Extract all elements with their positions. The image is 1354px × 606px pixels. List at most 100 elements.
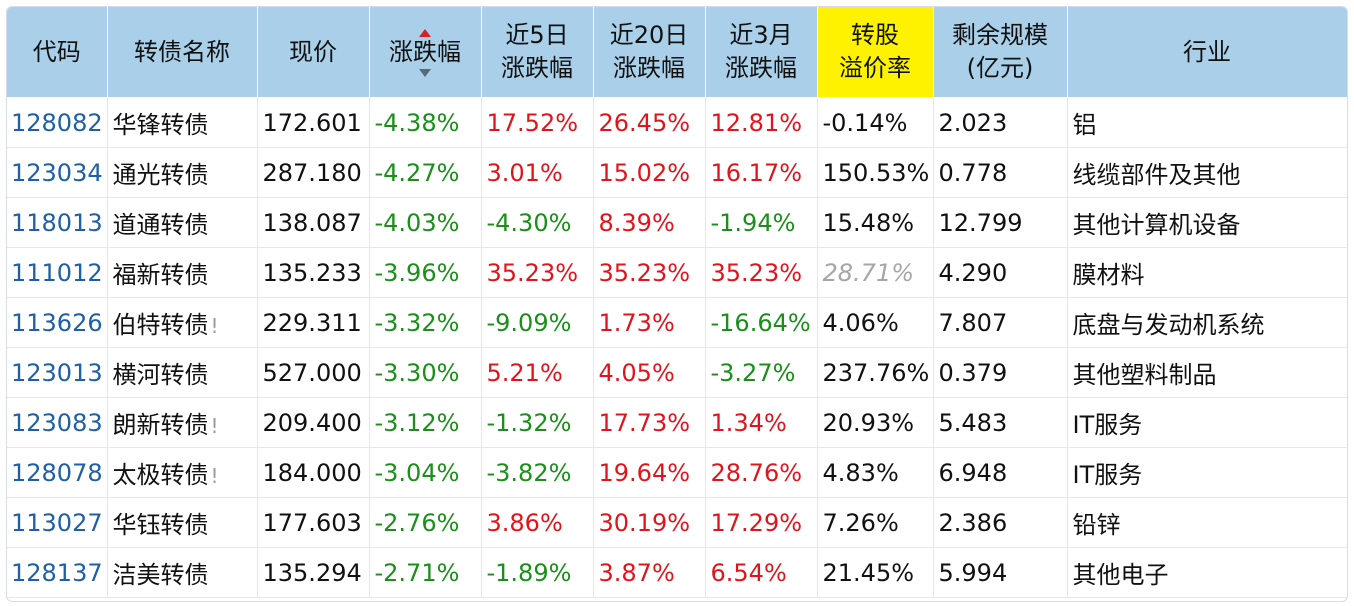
change-20d-cell: 30.19%	[593, 497, 706, 548]
code-cell[interactable]: 123083	[7, 397, 108, 448]
change-20d-cell: 1.73%	[593, 297, 706, 348]
change-5d-cell: 5.21%	[481, 347, 594, 398]
price-cell: 527.000	[257, 347, 370, 398]
change-cell: -4.38%	[369, 97, 482, 148]
premium-cell: 28.71%	[817, 247, 934, 298]
change-20d-cell: 8.39%	[593, 197, 706, 248]
code-cell[interactable]: 113027	[7, 497, 108, 548]
change-5d-cell: 17.52%	[481, 97, 594, 148]
industry-cell: 线缆部件及其他	[1067, 147, 1347, 198]
warning-icon: !	[210, 414, 219, 438]
scale-cell: 4.290	[933, 247, 1068, 298]
name-cell[interactable]: 通光转债	[107, 147, 258, 198]
change-3m-cell: -3.27%	[705, 347, 818, 398]
scale-cell: 2.023	[933, 97, 1068, 148]
change-3m-cell: 35.23%	[705, 247, 818, 298]
table-row[interactable]: 118013 道通转债 138.087 -4.03% -4.30% 8.39% -1.94%…	[7, 197, 1347, 248]
table-row[interactable]: 128137 洁美转债 135.294 -2.71% -1.89% 3.87% 6.54% 2…	[7, 547, 1347, 598]
name-cell[interactable]: 华锋转债	[107, 97, 258, 148]
price-cell: 135.233	[257, 247, 370, 298]
change-3m-cell: 16.17%	[705, 147, 818, 198]
table-row[interactable]: 128078 太极转债! 184.000 -3.04% -3.82% 19.64% 28.7…	[7, 447, 1347, 498]
change-3m-cell: -16.64%	[705, 297, 818, 348]
code-cell[interactable]: 118013	[7, 197, 108, 248]
header-price[interactable]: 现价	[257, 7, 370, 98]
price-cell: 287.180	[257, 147, 370, 198]
change-cell: -3.32%	[369, 297, 482, 348]
table-row[interactable]: 123034 通光转债 287.180 -4.27% 3.01% 15.02% 16.17%…	[7, 147, 1347, 198]
name-cell[interactable]: 洁美转债	[107, 547, 258, 598]
change-5d-cell: -4.30%	[481, 197, 594, 248]
name-cell[interactable]: 朗新转债!	[107, 397, 258, 448]
header-industry[interactable]: 行业	[1067, 7, 1347, 98]
premium-cell: 4.83%	[817, 447, 934, 498]
change-cell: -2.76%	[369, 497, 482, 548]
change-3m-cell: 28.76%	[705, 447, 818, 498]
table-row[interactable]: 111012 福新转债 135.233 -3.96% 35.23% 35.23% 35.23…	[7, 247, 1347, 298]
scale-cell: 6.948	[933, 447, 1068, 498]
premium-cell: 7.26%	[817, 497, 934, 548]
code-cell[interactable]: 128137	[7, 547, 108, 598]
table-body: 128082 华锋转债 172.601 -4.38% 17.52% 26.45% 12.81…	[7, 97, 1347, 598]
code-cell[interactable]: 113626	[7, 297, 108, 348]
change-cell: -4.27%	[369, 147, 482, 198]
name-cell[interactable]: 伯特转债!	[107, 297, 258, 348]
price-cell: 177.603	[257, 497, 370, 548]
change-5d-cell: -3.82%	[481, 447, 594, 498]
change-20d-cell: 4.05%	[593, 347, 706, 398]
price-cell: 172.601	[257, 97, 370, 148]
price-cell: 138.087	[257, 197, 370, 248]
scale-cell: 0.778	[933, 147, 1068, 198]
header-change-5d[interactable]: 近5日 涨跌幅	[481, 7, 594, 98]
name-cell[interactable]: 太极转债!	[107, 447, 258, 498]
scale-cell: 7.807	[933, 297, 1068, 348]
code-cell[interactable]: 128082	[7, 97, 108, 148]
table-row[interactable]: 123083 朗新转债! 209.400 -3.12% -1.32% 17.73% 1.34…	[7, 397, 1347, 448]
code-cell[interactable]: 123013	[7, 347, 108, 398]
header-code[interactable]: 代码	[7, 7, 108, 98]
change-3m-cell: 1.34%	[705, 397, 818, 448]
price-cell: 135.294	[257, 547, 370, 598]
change-20d-cell: 26.45%	[593, 97, 706, 148]
name-cell[interactable]: 横河转债	[107, 347, 258, 398]
convertible-bond-table: 代码 转债名称 现价 涨跌幅 近5日 涨跌幅 近20日 涨跌幅 近3月 涨跌幅 转股溢…	[7, 7, 1347, 598]
header-change-3m[interactable]: 近3月 涨跌幅	[705, 7, 818, 98]
header-change[interactable]: 涨跌幅	[369, 7, 482, 98]
change-3m-cell: 6.54%	[705, 547, 818, 598]
header-scale[interactable]: 剩余规模 (亿元)	[933, 7, 1068, 98]
name-cell[interactable]: 福新转债	[107, 247, 258, 298]
table-header-row: 代码 转债名称 现价 涨跌幅 近5日 涨跌幅 近20日 涨跌幅 近3月 涨跌幅 转股溢…	[7, 7, 1347, 98]
name-cell[interactable]: 华钰转债	[107, 497, 258, 548]
sort-asc-icon	[419, 28, 431, 37]
change-5d-cell: -1.89%	[481, 547, 594, 598]
code-cell[interactable]: 111012	[7, 247, 108, 298]
name-cell[interactable]: 道通转债	[107, 197, 258, 248]
table-row[interactable]: 113027 华钰转债 177.603 -2.76% 3.86% 30.19% 17.29%…	[7, 497, 1347, 548]
code-cell[interactable]: 123034	[7, 147, 108, 198]
table-row[interactable]: 113626 伯特转债! 229.311 -3.32% -9.09% 1.73% -16.6…	[7, 297, 1347, 348]
header-change-20d[interactable]: 近20日 涨跌幅	[593, 7, 706, 98]
change-5d-cell: 35.23%	[481, 247, 594, 298]
header-premium[interactable]: 转股 溢价率	[817, 7, 934, 98]
change-20d-cell: 19.64%	[593, 447, 706, 498]
premium-cell: 15.48%	[817, 197, 934, 248]
table-row[interactable]: 123013 横河转债 527.000 -3.30% 5.21% 4.05% -3.27% 2…	[7, 347, 1347, 398]
industry-cell: 底盘与发动机系统	[1067, 297, 1347, 348]
warning-icon: !	[210, 464, 219, 488]
change-cell: -3.12%	[369, 397, 482, 448]
change-5d-cell: -9.09%	[481, 297, 594, 348]
industry-cell: 其他计算机设备	[1067, 197, 1347, 248]
change-20d-cell: 15.02%	[593, 147, 706, 198]
header-name[interactable]: 转债名称	[107, 7, 258, 98]
change-cell: -2.71%	[369, 547, 482, 598]
table-row[interactable]: 128082 华锋转债 172.601 -4.38% 17.52% 26.45% 12.81…	[7, 97, 1347, 148]
premium-cell: 237.76%	[817, 347, 934, 398]
change-3m-cell: 12.81%	[705, 97, 818, 148]
industry-cell: IT服务	[1067, 447, 1347, 498]
bond-table-container: 代码 转债名称 现价 涨跌幅 近5日 涨跌幅 近20日 涨跌幅 近3月 涨跌幅 转股溢…	[6, 6, 1348, 602]
change-20d-cell: 3.87%	[593, 547, 706, 598]
sort-desc-icon	[419, 68, 431, 77]
code-cell[interactable]: 128078	[7, 447, 108, 498]
change-3m-cell: 17.29%	[705, 497, 818, 548]
industry-cell: 其他塑料制品	[1067, 347, 1347, 398]
